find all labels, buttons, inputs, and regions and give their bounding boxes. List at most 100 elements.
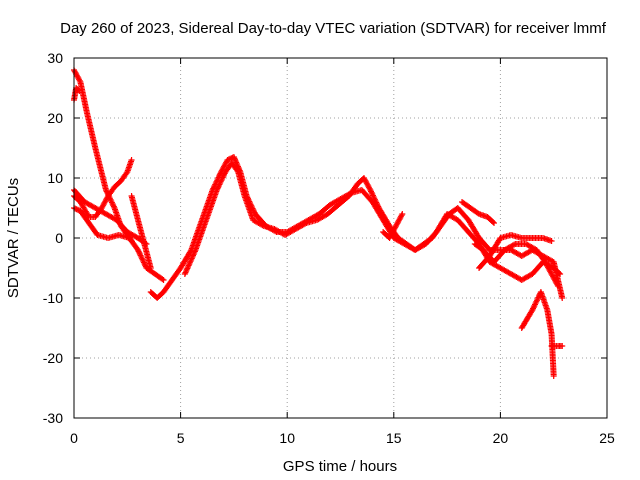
data-point-marker bbox=[559, 343, 566, 349]
data-point-marker bbox=[374, 202, 381, 209]
y-tick-label: 0 bbox=[55, 230, 63, 246]
data-point-marker bbox=[221, 171, 228, 178]
data-point-marker bbox=[215, 184, 222, 191]
data-point-marker bbox=[491, 220, 498, 226]
series-arc-9 bbox=[380, 211, 406, 241]
data-point-marker bbox=[217, 180, 224, 187]
data-point-marker bbox=[76, 77, 83, 84]
data-point-marker bbox=[216, 181, 223, 188]
data-point-marker bbox=[217, 178, 224, 185]
x-tick-labels: 0 5 10 15 20 25 bbox=[70, 430, 615, 446]
series-arc-12 bbox=[476, 232, 555, 271]
y-tick-labels: -30 -20 -10 0 10 20 30 bbox=[43, 50, 63, 426]
data-point-marker bbox=[530, 304, 537, 311]
data-point-marker bbox=[110, 203, 117, 210]
data-point-marker bbox=[373, 200, 380, 207]
data-point-marker bbox=[373, 199, 380, 206]
data-point-marker bbox=[214, 185, 221, 192]
data-point-marker bbox=[548, 238, 555, 244]
data-point-marker bbox=[219, 174, 226, 181]
data-point-marker bbox=[368, 189, 375, 196]
data-point-marker bbox=[533, 297, 540, 304]
data-point-marker bbox=[530, 305, 537, 312]
y-tick-label: 20 bbox=[47, 110, 63, 126]
data-point-marker bbox=[302, 220, 309, 227]
data-point-marker bbox=[532, 301, 539, 308]
data-points bbox=[71, 67, 566, 379]
data-point-marker bbox=[366, 185, 373, 192]
data-point-marker bbox=[372, 198, 379, 205]
data-point-marker bbox=[215, 182, 222, 189]
data-point-marker bbox=[367, 187, 374, 193]
y-tick-label: -10 bbox=[43, 290, 63, 306]
data-point-marker bbox=[218, 177, 225, 184]
y-axis-label: SDTVAR / TECUs bbox=[5, 178, 22, 298]
data-point-marker bbox=[159, 276, 166, 283]
series-arc-10 bbox=[459, 199, 498, 226]
data-point-marker bbox=[109, 200, 116, 207]
data-point-marker bbox=[369, 191, 376, 198]
data-point-marker bbox=[529, 307, 536, 313]
data-point-marker bbox=[489, 219, 496, 225]
data-point-marker bbox=[369, 192, 376, 199]
data-point-marker bbox=[103, 188, 110, 195]
y-tick-label: 10 bbox=[47, 170, 63, 186]
data-point-marker bbox=[160, 277, 167, 283]
x-tick-label: 15 bbox=[386, 430, 402, 446]
data-point-marker bbox=[531, 302, 538, 309]
data-point-marker bbox=[75, 87, 82, 93]
data-point-marker bbox=[138, 255, 145, 262]
data-point-marker bbox=[140, 258, 147, 265]
x-tick-label: 10 bbox=[279, 430, 295, 446]
data-point-marker bbox=[399, 211, 406, 217]
data-point-marker bbox=[559, 295, 566, 301]
data-point-marker bbox=[554, 283, 561, 289]
data-point-marker bbox=[110, 202, 117, 209]
data-point-marker bbox=[550, 373, 557, 379]
y-tick-label: -20 bbox=[43, 350, 63, 366]
data-point-marker bbox=[135, 248, 142, 255]
chart-title: Day 260 of 2023, Sidereal Day-to-day VTE… bbox=[60, 20, 607, 37]
data-point-marker bbox=[141, 260, 148, 267]
x-tick-label: 5 bbox=[177, 430, 185, 446]
data-point-marker bbox=[147, 265, 154, 271]
series-arc-11 bbox=[471, 241, 561, 289]
data-point-marker bbox=[554, 281, 561, 288]
data-point-marker bbox=[474, 210, 481, 217]
series-arc-13 bbox=[518, 289, 557, 379]
data-point-marker bbox=[370, 193, 377, 200]
x-tick-label: 25 bbox=[599, 430, 615, 446]
grid-layer bbox=[74, 58, 607, 418]
data-point-marker bbox=[108, 198, 115, 205]
series-arc-8 bbox=[181, 160, 566, 301]
data-point-marker bbox=[371, 196, 378, 203]
data-point-marker bbox=[138, 253, 145, 260]
data-point-marker bbox=[137, 252, 144, 259]
data-point-marker bbox=[136, 249, 143, 256]
data-point-marker bbox=[76, 88, 83, 94]
data-point-marker bbox=[259, 222, 266, 229]
data-point-marker bbox=[234, 167, 241, 174]
data-point-marker bbox=[371, 195, 378, 202]
y-tick-label: 30 bbox=[47, 50, 63, 66]
series-arc-4 bbox=[71, 205, 167, 283]
data-point-marker bbox=[139, 256, 146, 263]
data-point-marker bbox=[140, 259, 147, 266]
data-point-marker bbox=[102, 187, 109, 193]
data-point-marker bbox=[128, 157, 135, 163]
data-point-marker bbox=[510, 241, 517, 248]
data-point-marker bbox=[368, 188, 375, 195]
y-tick-label: -30 bbox=[43, 410, 63, 426]
data-point-marker bbox=[134, 247, 141, 253]
data-point-marker bbox=[398, 212, 405, 219]
x-tick-label: 20 bbox=[493, 430, 509, 446]
data-point-marker bbox=[220, 173, 227, 180]
data-point-marker bbox=[213, 187, 220, 193]
x-axis-label: GPS time / hours bbox=[283, 458, 397, 475]
data-point-marker bbox=[534, 295, 541, 302]
data-point-marker bbox=[533, 298, 540, 305]
tick-layer bbox=[73, 57, 608, 419]
data-point-marker bbox=[108, 199, 115, 206]
data-point-marker bbox=[532, 300, 539, 307]
